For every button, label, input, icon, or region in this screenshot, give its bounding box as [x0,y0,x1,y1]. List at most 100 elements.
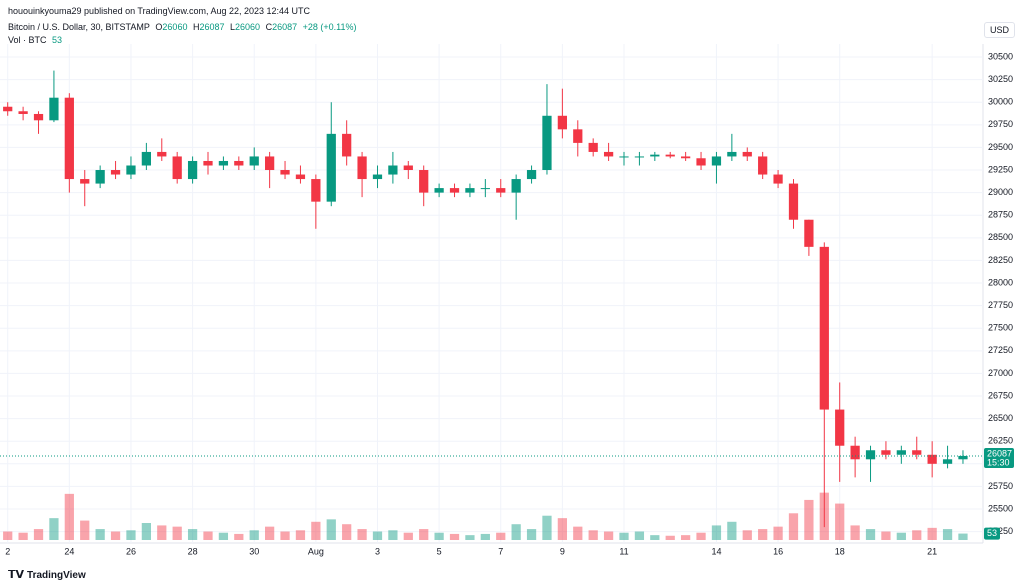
y-tick-label: 28000 [988,277,1013,287]
candle-body [218,160,229,166]
symbol: Bitcoin / U.S. Dollar, 30, BITSTAMP [8,22,150,32]
candle-body [465,188,475,193]
volume-bar [434,532,444,540]
candle-body [311,179,321,202]
candle-body [696,158,706,166]
volume-bar [249,530,259,540]
candle-body [449,188,460,193]
candle-body [804,219,814,247]
candle-body [388,165,398,175]
volume-bar [788,513,799,540]
legend-line: Bitcoin / U.S. Dollar, 30, BITSTAMP O260… [8,22,360,32]
volume-bar [80,520,90,540]
candle-body [742,151,752,157]
candle-body [80,179,90,184]
candle-body [912,450,922,455]
volume-bar [388,530,398,540]
volume-bar [141,523,151,540]
volume-bar [203,531,213,540]
x-tick-label: 3 [375,546,380,556]
last-price-box [984,447,1014,468]
y-tick-label: 27750 [988,300,1013,310]
volume-bar [573,526,583,540]
candle-body [280,170,290,175]
ohlc-c: C [265,22,273,32]
countdown-label: 15:30 [987,457,1010,467]
candle-body [141,151,151,166]
volume-bar [326,519,336,540]
candle-body [819,246,829,410]
volume-bar [665,535,675,540]
grid [0,44,983,543]
x-tick-label: Aug [308,546,324,556]
y-tick-label: 26250 [988,436,1013,446]
y-tick-label: 29000 [988,187,1013,197]
candle-body [403,165,413,171]
candle-body [865,450,876,460]
volume-bar [342,524,352,540]
y-tick-label: 25250 [988,526,1013,536]
candle-body [727,151,737,157]
y-tick-label: 25500 [988,503,1013,513]
volume-bar [280,531,290,540]
x-tick-label: 26 [126,546,136,556]
candle-body [64,97,74,180]
volume-bar [465,535,475,540]
volume-bar [758,529,768,540]
y-tick-label: 30250 [988,74,1013,84]
volume-bar [711,525,722,540]
x-tick-label: 21 [927,546,937,556]
volume-bar [835,503,845,540]
footer-logo: 𝗧𝗩 TradingView [8,569,86,581]
volume-bar [480,533,490,540]
y-tick-label: 27250 [988,345,1013,355]
ohlc-value: 26060 [235,22,261,32]
volume-bar [33,529,44,540]
volume-bar [912,530,922,540]
candle-body [958,455,968,460]
volume-pane [3,492,968,540]
y-tick-label: 29250 [988,164,1013,174]
x-tick-label: 28 [188,546,198,556]
candle-body [788,183,799,220]
candle-body [49,97,59,121]
x-tick-label: 18 [835,546,845,556]
candle-body [542,115,552,171]
candle-body [172,156,182,180]
candle-body [927,454,937,464]
volume-bar [773,526,783,540]
x-tick-label: 11 [619,546,628,556]
volume-bar [187,529,198,540]
volume-bar [295,530,306,540]
volume-bar [3,531,13,540]
x-tick-label: 9 [560,546,565,556]
volume-last-box [984,527,1000,540]
candle-body [758,156,768,175]
publisher: hououinkyouma29 published on TradingView… [8,6,311,16]
volume-bar [311,521,321,540]
candle-body [265,156,275,171]
currency-button[interactable]: USD [984,22,1016,38]
change: +28 (+0.11%) [302,22,357,32]
y-tick-label: 26750 [988,390,1013,400]
candle-body [110,170,121,175]
candle-body [665,154,675,157]
x-tick-label: 24 [64,546,74,556]
candle-body [881,450,891,455]
candle-body [434,188,444,193]
candle-body [835,409,845,446]
candle-body [3,106,13,112]
y-tick-label: 28250 [988,255,1013,265]
ohlc-value: 26087 [272,22,298,32]
candle-body [187,160,198,180]
candle-body [588,142,598,152]
volume-bar [896,532,906,540]
volume-bar [95,529,105,540]
x-tick-label: 16 [773,546,783,556]
candle-body [326,133,336,202]
volume-bar [742,530,752,540]
volume-bar [496,532,506,540]
volume-bar [927,527,937,540]
candle-body [234,160,244,166]
candle-body [372,174,383,180]
